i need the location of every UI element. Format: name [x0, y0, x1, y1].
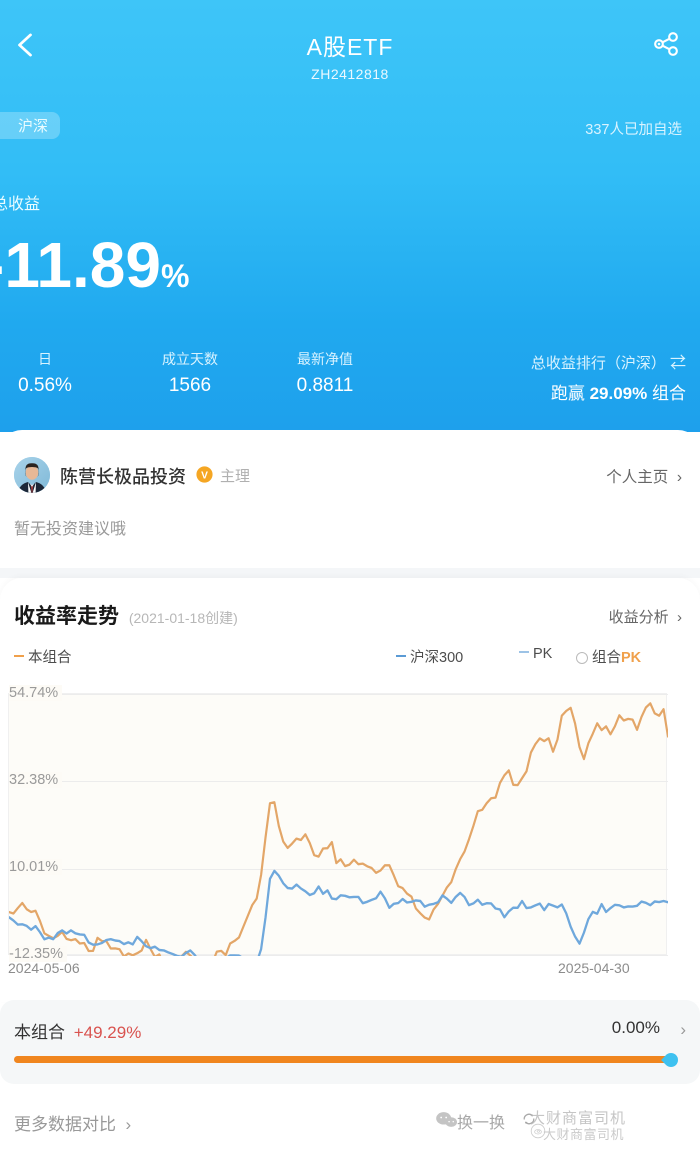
svg-text:V: V [201, 470, 208, 481]
